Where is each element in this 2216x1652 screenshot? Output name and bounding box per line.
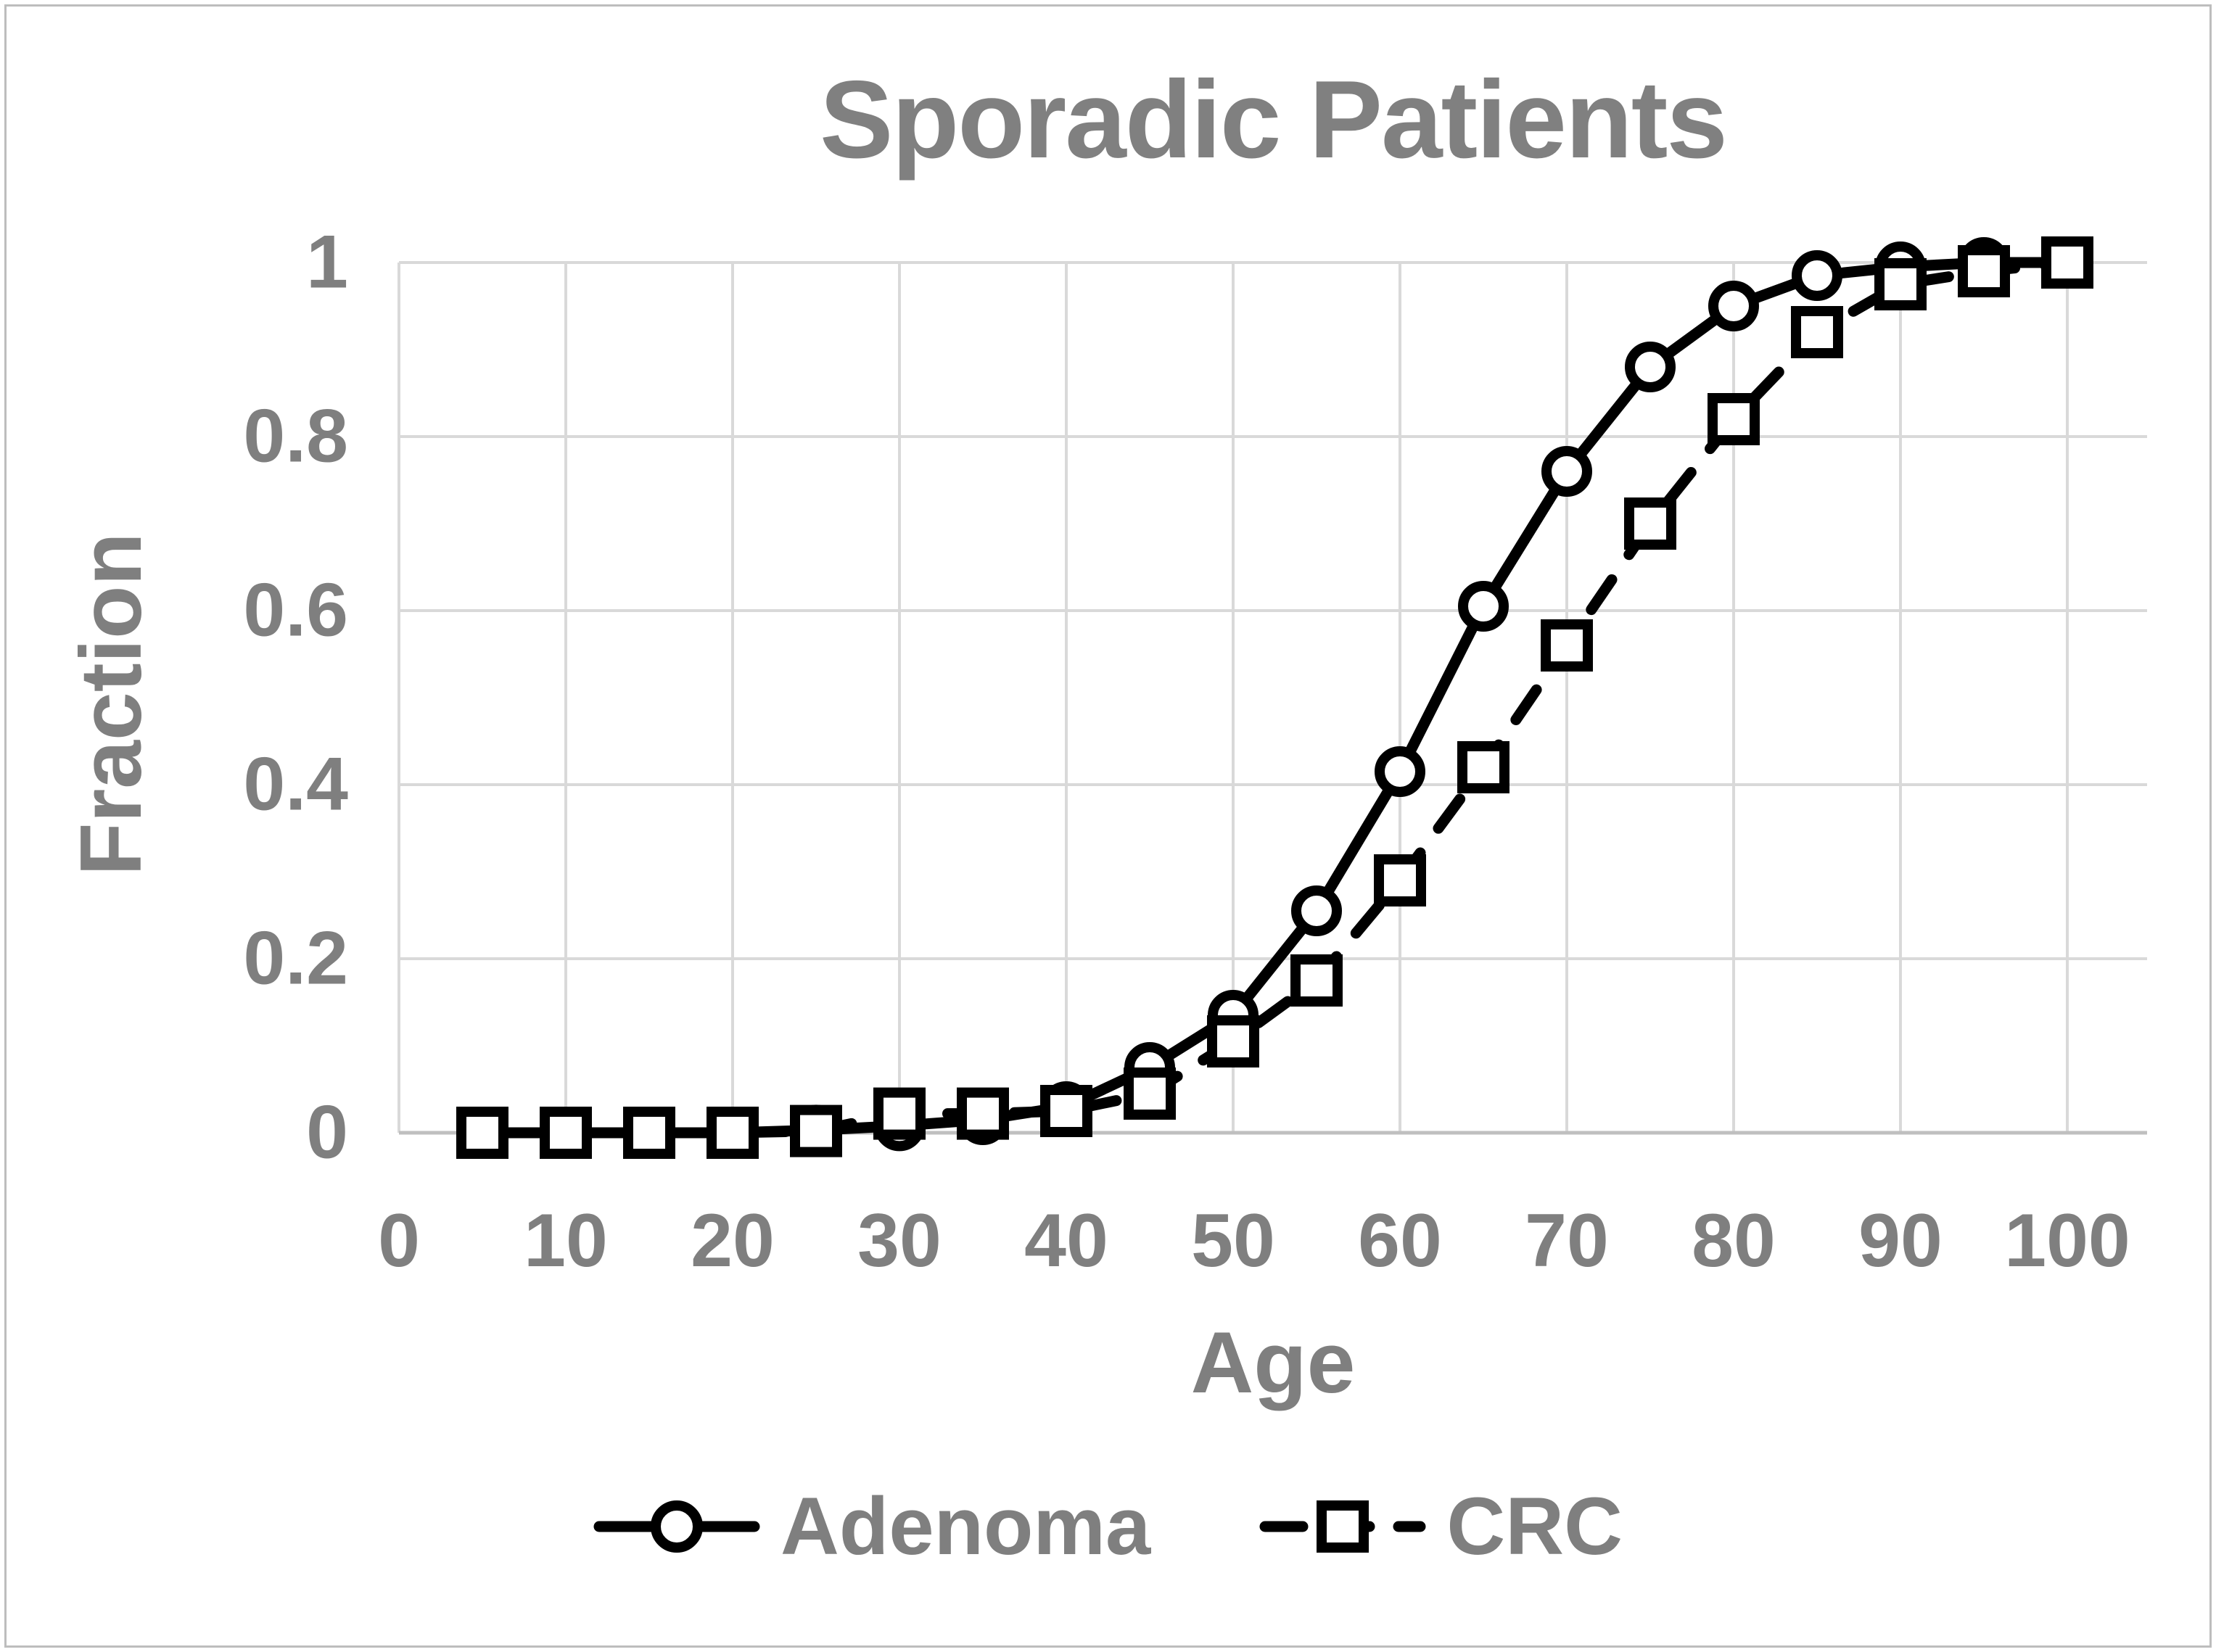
y-tick-label: 0: [306, 1090, 348, 1175]
crc-marker: [1207, 1015, 1259, 1067]
x-axis-title: Age: [1190, 1314, 1356, 1411]
y-tick-label: 0.2: [243, 916, 348, 1001]
crc-marker: [1457, 741, 1509, 793]
x-tick-label: 80: [1692, 1199, 1776, 1283]
x-tick-label: 40: [1024, 1199, 1108, 1283]
x-tick-label: 90: [1858, 1199, 1943, 1283]
crc-marker: [873, 1087, 926, 1140]
crc-marker: [1040, 1085, 1092, 1137]
legend-item-crc: CRC: [1259, 1479, 1623, 1573]
crc-marker: [1124, 1067, 1176, 1120]
x-tick-label: 60: [1358, 1199, 1442, 1283]
crc-marker: [623, 1107, 675, 1159]
adenoma-marker: [1291, 885, 1342, 936]
crc-dashed-square-swatch: [1259, 1500, 1426, 1553]
crc-marker: [1541, 619, 1593, 672]
y-tick-label: 0.6: [243, 568, 348, 653]
legend-label-adenoma: Adenoma: [780, 1481, 1151, 1572]
adenoma-marker: [1792, 250, 1842, 301]
crc-marker: [957, 1087, 1009, 1140]
y-tick-label: 0.4: [243, 742, 348, 827]
y-tick-label: 1: [306, 220, 348, 305]
adenoma-marker: [1625, 342, 1676, 392]
x-tick-label: 70: [1525, 1199, 1609, 1283]
legend-label-crc: CRC: [1446, 1481, 1623, 1572]
adenoma-line-circle-swatch: [593, 1500, 760, 1553]
x-tick-label: 100: [2004, 1199, 2130, 1283]
adenoma-marker: [1375, 746, 1425, 797]
crc-marker: [1708, 393, 1760, 445]
crc-marker: [540, 1107, 592, 1159]
crc-marker: [1958, 245, 2010, 297]
crc-marker: [1374, 854, 1426, 906]
x-tick-label: 10: [524, 1199, 608, 1283]
x-tick-label: 30: [857, 1199, 942, 1283]
x-tick-label: 20: [691, 1199, 775, 1283]
legend-item-adenoma: Adenoma: [593, 1479, 1150, 1573]
crc-marker: [1791, 306, 1843, 358]
legend: Adenoma CRC: [0, 1479, 2216, 1573]
crc-marker: [790, 1104, 842, 1157]
crc-marker: [1624, 497, 1676, 550]
adenoma-marker: [1541, 446, 1592, 497]
adenoma-marker: [1458, 581, 1509, 632]
y-axis-title: Fraction: [62, 532, 160, 876]
x-tick-label: 50: [1191, 1199, 1275, 1283]
adenoma-marker: [1708, 281, 1759, 331]
crc-marker: [456, 1107, 508, 1159]
crc-line: [477, 257, 2073, 1139]
crc-marker: [2041, 236, 2093, 289]
crc-marker: [707, 1107, 759, 1159]
crc-marker: [1290, 954, 1343, 1007]
y-tick-label: 0.8: [243, 394, 348, 479]
adenoma-line: [477, 257, 2073, 1139]
crc-marker: [1874, 258, 1927, 310]
x-tick-label: 0: [378, 1199, 420, 1283]
chart-title: Sporadic Patients: [820, 58, 1728, 181]
